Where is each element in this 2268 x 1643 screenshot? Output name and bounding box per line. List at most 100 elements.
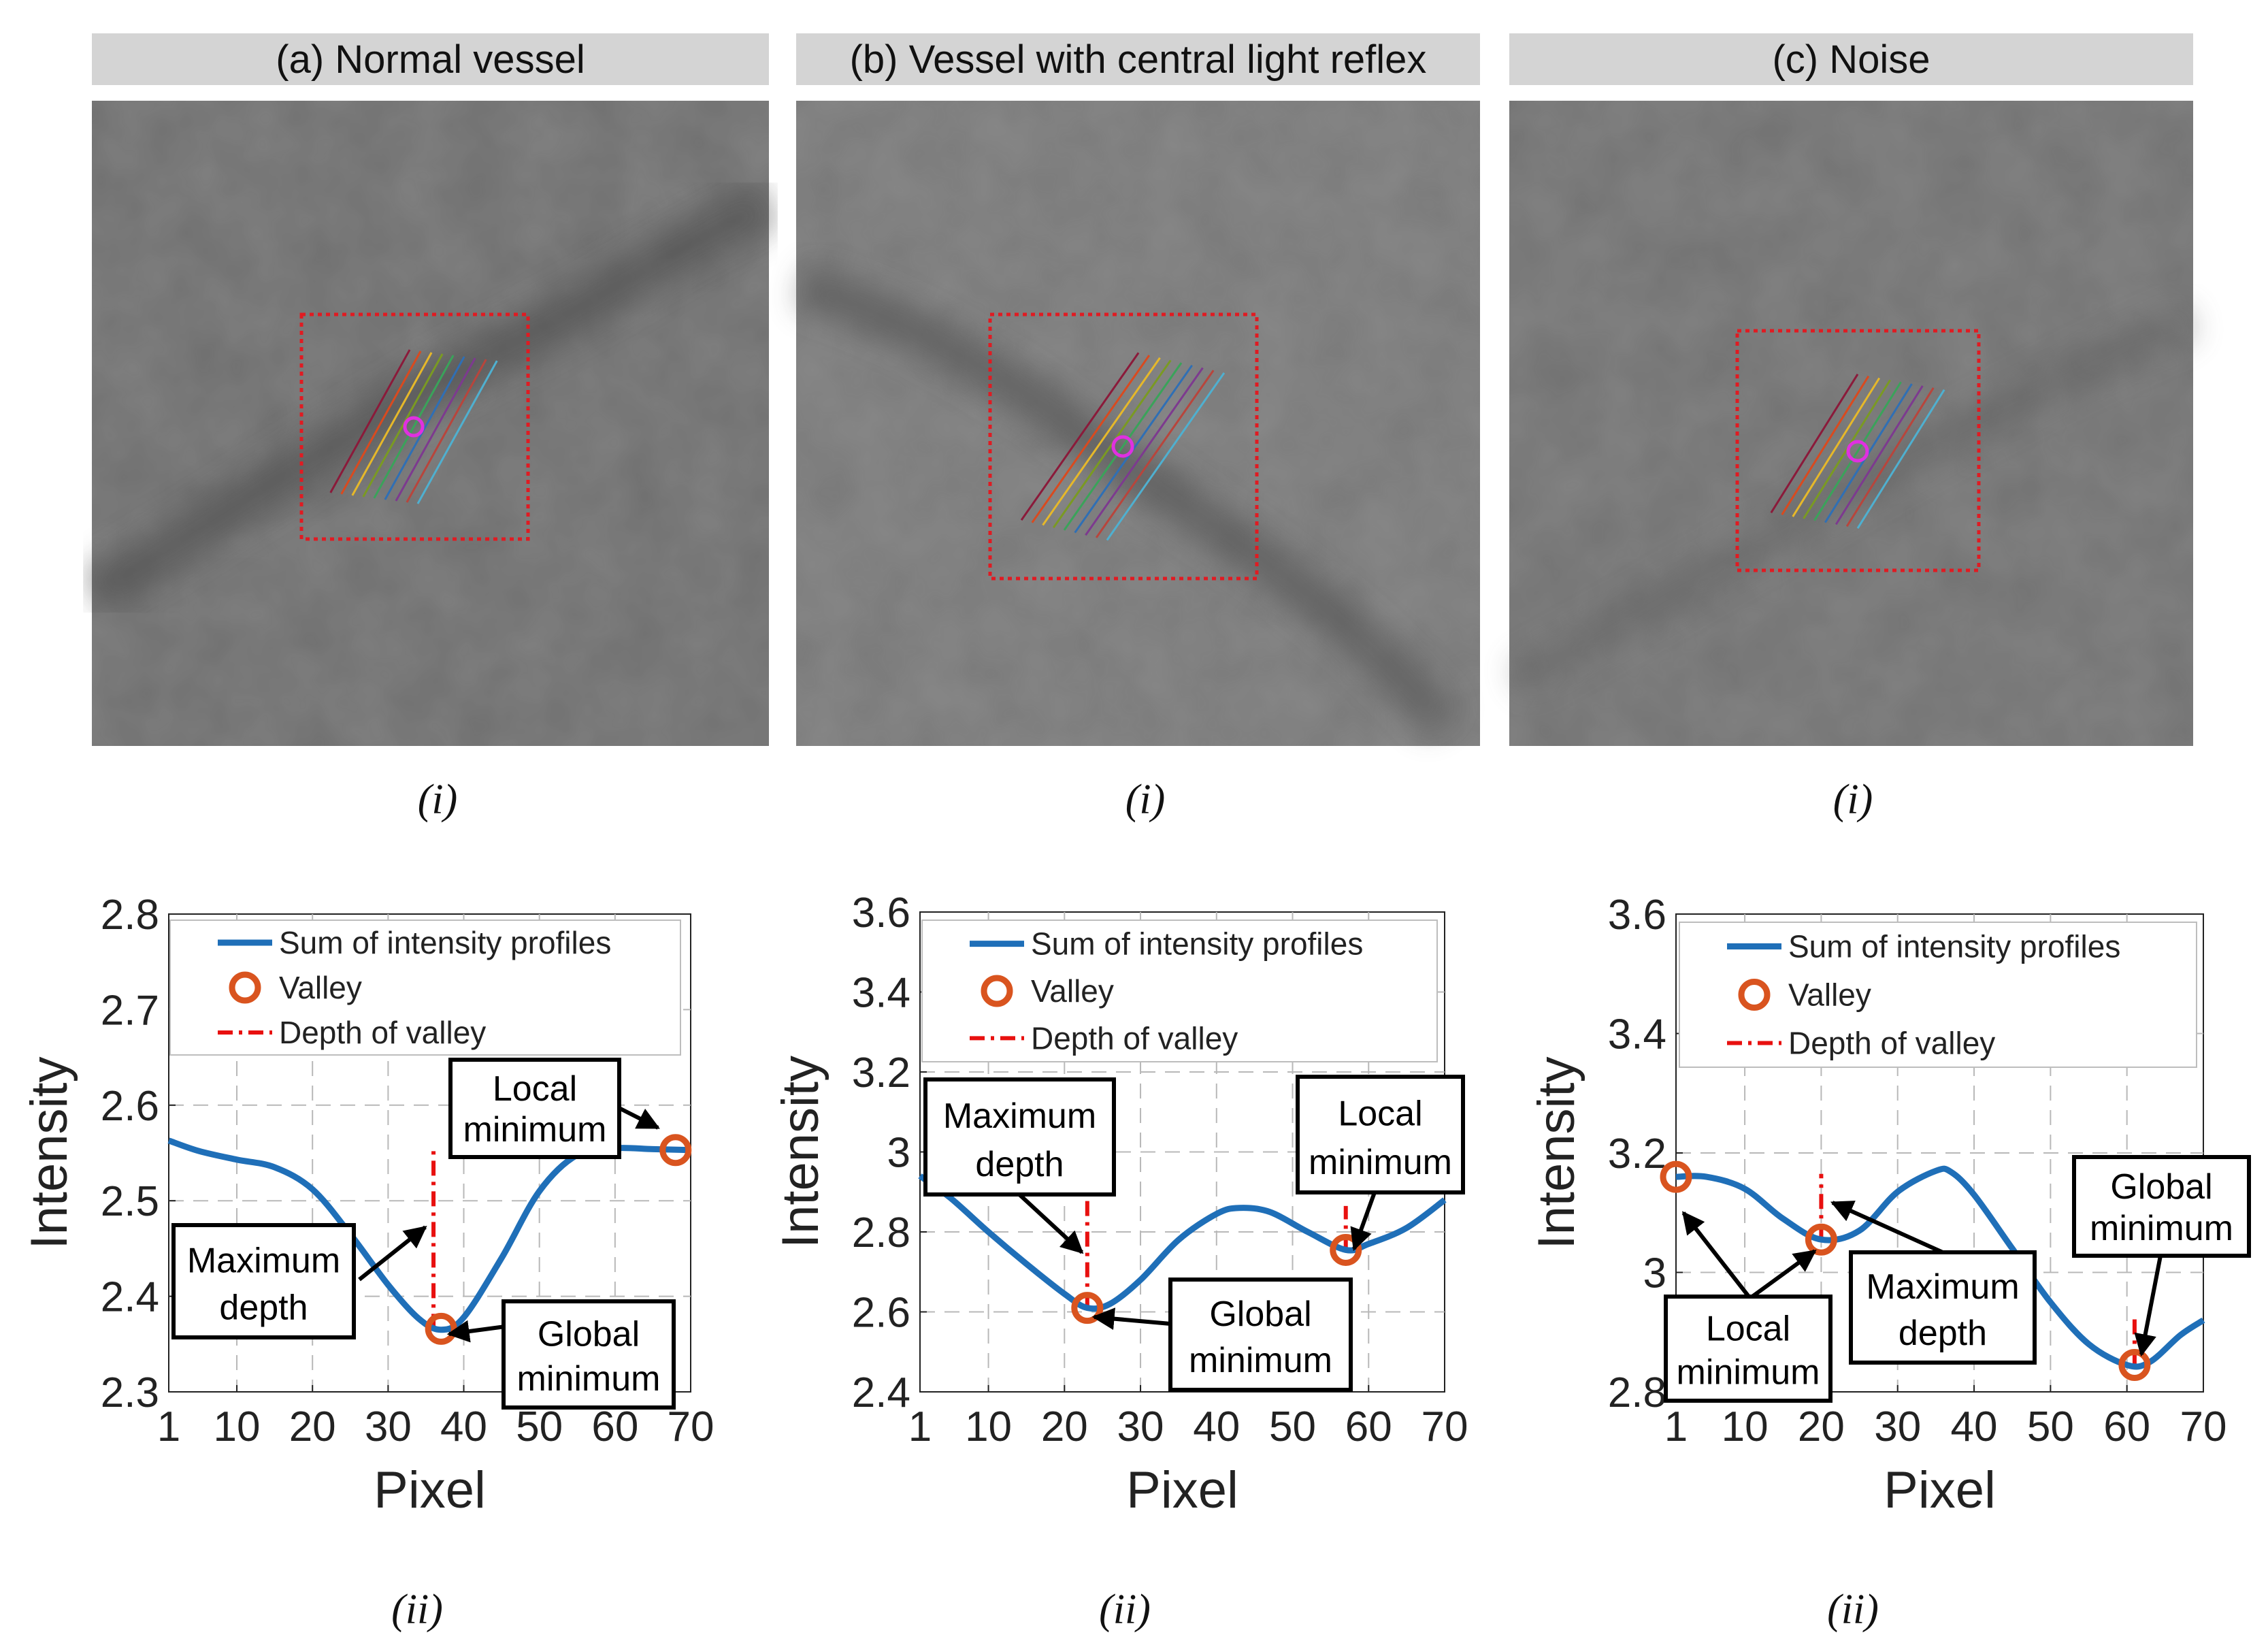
profile-line (1095, 370, 1215, 538)
roi-box (988, 312, 1259, 581)
profile-line (395, 357, 476, 502)
plot-c: 1 10 20 30 40 50 60 70 2.8 3 3.2 3.4 3.6 Pixel Intensi… (1528, 892, 2251, 1519)
legend-entry: Sum of intensity profiles (1788, 929, 2120, 964)
x-tick-label: 10 (965, 1403, 1012, 1450)
profile-line (1770, 373, 1859, 514)
caption-i-a: (i) (417, 777, 458, 823)
legend-entry: Depth of valley (1031, 1020, 1238, 1056)
x-tick-label: 70 (668, 1403, 714, 1450)
profile-line (1020, 352, 1140, 521)
annotation-box (1849, 1250, 2037, 1365)
profile-line (416, 360, 498, 504)
caption-i-b: (i) (1125, 777, 1166, 823)
annotation-arrow (358, 1225, 427, 1282)
y-tick-label: 3.2 (852, 1050, 910, 1096)
profile-line (351, 352, 433, 496)
legend-entry: Valley (279, 970, 362, 1005)
annotation-text: Global (538, 1315, 640, 1354)
legend-valley-symbol (981, 975, 1013, 1007)
x-tick-label: 1 (157, 1403, 180, 1450)
plot-a: 1 10 20 30 40 50 60 70 2.3 2.4 2.5 2.6 2.7 2.8 Pixel In… (20, 892, 714, 1519)
x-tick-label: 30 (365, 1403, 412, 1450)
y-axis-label: Intensity (772, 1056, 829, 1248)
annotation-text: Global (2110, 1167, 2212, 1207)
annotation-text: Global (1209, 1295, 1311, 1334)
x-axis-label: Pixel (1126, 1461, 1238, 1519)
x-tick-label: 10 (214, 1403, 261, 1450)
fundus-patch-a (92, 101, 769, 746)
profile-lines (329, 349, 498, 504)
y-tick-label: 2.8 (852, 1209, 910, 1256)
annotation-box (1168, 1278, 1353, 1392)
legend-entry: Valley (1788, 977, 1871, 1013)
annotation-text: Maximum (943, 1096, 1096, 1136)
annotation-box (2072, 1155, 2251, 1258)
valley-marker (659, 1134, 692, 1167)
profile-line (1042, 357, 1161, 526)
x-tick-label: 40 (1951, 1403, 1998, 1450)
legend-valley-symbol (1738, 979, 1771, 1011)
annotation-box (502, 1299, 676, 1410)
y-tick-label: 3.2 (1608, 1130, 1666, 1177)
profile-line (1085, 367, 1204, 536)
profile-line (1063, 362, 1183, 531)
annotation-text: minimum (1677, 1353, 1820, 1393)
caption-ii-c: (ii) (1827, 1587, 1879, 1633)
x-tick-label: 40 (1193, 1403, 1240, 1450)
legend-valley-symbol (229, 971, 261, 1004)
y-tick-label: 2.6 (101, 1083, 159, 1130)
annotation-arrow (1751, 1249, 1817, 1299)
x-tick-label: 30 (1874, 1403, 1921, 1450)
legend-entry: Depth of valley (1788, 1026, 1995, 1061)
panel-title-c: (c) Noise (1509, 33, 2193, 85)
plot-b: 1 10 20 30 40 50 60 70 2.4 2.6 2.8 3 3.2 3.4 3.6 Pixel I… (772, 890, 1468, 1519)
y-tick-label: 2.4 (852, 1369, 910, 1416)
annotation-text: minimum (463, 1110, 607, 1150)
annotation-box (1296, 1075, 1465, 1194)
x-tick-label: 50 (2027, 1403, 2074, 1450)
annotation-text: depth (975, 1145, 1064, 1184)
caption-ii-a: (ii) (391, 1587, 443, 1633)
x-tick-label: 30 (1117, 1403, 1164, 1450)
annotation-box (923, 1077, 1116, 1197)
vessel-center-marker (1111, 435, 1134, 458)
annotation-text: Maximum (1866, 1267, 2019, 1307)
annotation-arrow (1017, 1192, 1084, 1254)
series-line-sum-of-intensity-profiles (1675, 1165, 2205, 1370)
valley-marker (1805, 1223, 1837, 1256)
profile-line (1845, 387, 1935, 527)
y-tick-label: 3.6 (1608, 892, 1666, 939)
profile-line (1835, 385, 1924, 525)
y-tick-label: 2.5 (101, 1178, 159, 1225)
legend-entry: Valley (1031, 973, 1114, 1009)
legend-entry: Sum of intensity profiles (1031, 926, 1363, 962)
profile-line (1813, 381, 1902, 521)
x-tick-label: 60 (1345, 1403, 1392, 1450)
x-tick-label: 20 (1041, 1403, 1088, 1450)
annotation-arrow (1350, 1191, 1377, 1252)
legend-entry: Depth of valley (279, 1015, 486, 1050)
annotation-text: minimum (517, 1359, 661, 1399)
profile-line (1031, 355, 1151, 523)
annotation-text: minimum (1309, 1143, 1452, 1182)
x-tick-label: 50 (516, 1403, 563, 1450)
y-tick-label: 3.4 (1608, 1011, 1666, 1058)
y-tick-label: 2.6 (852, 1290, 910, 1337)
x-tick-label: 20 (289, 1403, 336, 1450)
annotation-text: minimum (1189, 1341, 1332, 1380)
x-tick-label: 1 (1664, 1403, 1688, 1450)
caption-ii-b: (ii) (1099, 1587, 1151, 1633)
fundus-patch-b (796, 101, 1480, 746)
x-tick-label: 1 (908, 1403, 932, 1450)
annotation-arrow (2134, 1255, 2163, 1357)
annotation-text: minimum (2090, 1209, 2233, 1248)
x-tick-label: 60 (2103, 1403, 2150, 1450)
x-tick-label: 50 (1269, 1403, 1316, 1450)
y-tick-label: 2.4 (101, 1274, 159, 1321)
panel-title-a: (a) Normal vessel (92, 33, 769, 85)
profile-line (1781, 375, 1870, 515)
y-tick-label: 3.6 (852, 890, 910, 937)
panel-title-b: (b) Vessel with central light reflex (796, 33, 1480, 85)
annotation-text: Local (1706, 1309, 1790, 1348)
profile-line (1856, 389, 1945, 530)
